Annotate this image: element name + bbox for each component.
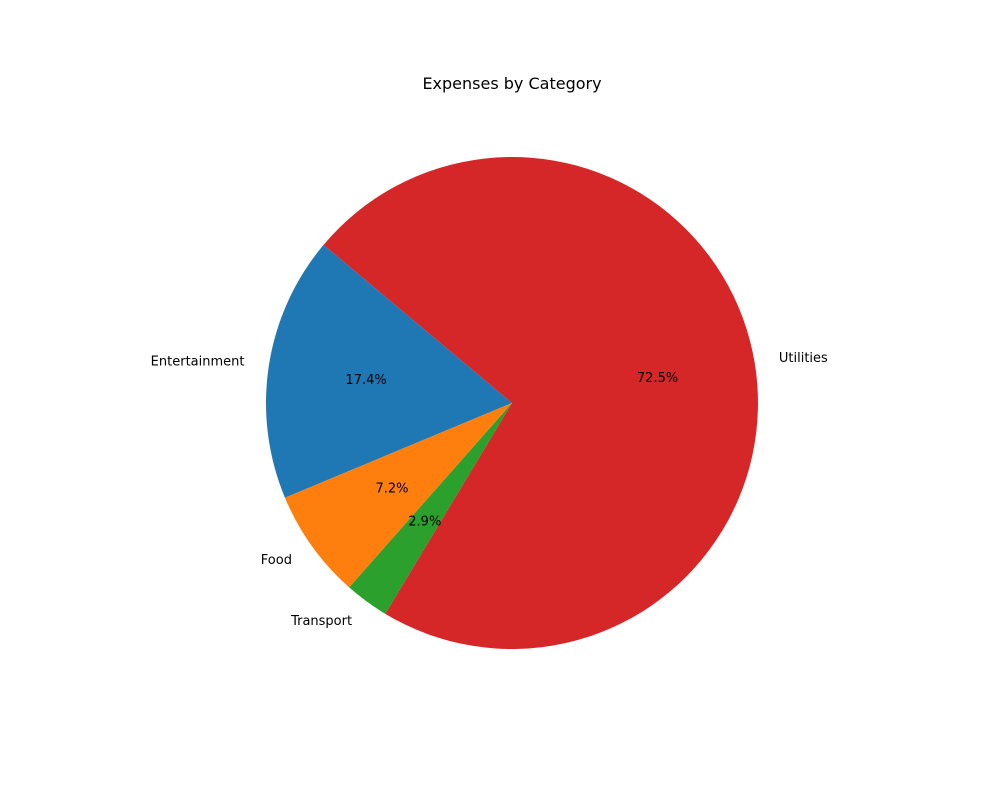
slice-label-transport: Transport <box>290 614 352 629</box>
chart-title: Expenses by Category <box>422 74 601 93</box>
pie-slice-food <box>284 403 512 588</box>
slice-label-entertainment: Entertainment <box>151 355 245 370</box>
pie-slice-transport <box>349 403 512 614</box>
pie-slice-utilities <box>323 156 758 649</box>
slice-percent-food: 7.2% <box>375 481 408 496</box>
slice-percent-transport: 2.9% <box>408 515 441 530</box>
slice-label-utilities: Utilities <box>779 351 828 366</box>
pie-slice-entertainment <box>265 244 512 498</box>
pie-labels: Entertainment 17.4% Food 7.2% Transport 2.9% U… <box>151 351 828 629</box>
slice-label-food: Food <box>261 553 292 568</box>
slice-percent-entertainment: 17.4% <box>345 373 386 388</box>
slice-percent-utilities: 72.5% <box>637 371 678 386</box>
pie-slices <box>265 156 758 649</box>
